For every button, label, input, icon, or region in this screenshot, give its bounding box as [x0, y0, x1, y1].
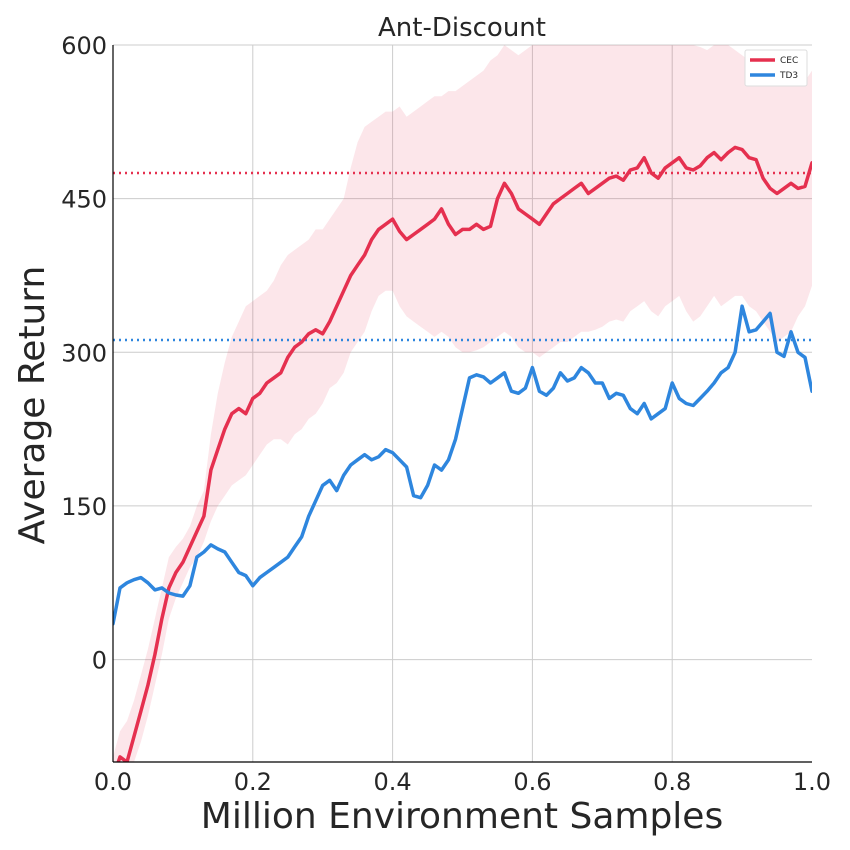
series-line-cec	[116, 145, 812, 762]
x-tick-label: 1.0	[793, 768, 831, 796]
chart-title: Ant-Discount	[378, 13, 546, 43]
legend-label-cec: CEC	[780, 56, 798, 66]
y-axis-title: Average Return	[12, 266, 53, 545]
x-tick-label: 0.6	[513, 768, 551, 796]
confidence-bands	[113, 45, 812, 762]
y-tick-label: 600	[61, 32, 107, 60]
x-tick-label: 0.4	[374, 768, 412, 796]
x-axis-title: Million Environment Samples	[201, 796, 723, 837]
x-tick-label: 0.0	[94, 768, 132, 796]
legend: CEC TD3	[744, 49, 808, 87]
legend-label-td3: TD3	[779, 71, 798, 81]
axes	[112, 45, 812, 763]
confidence-band-cec	[113, 45, 812, 762]
y-tick-label: 300	[61, 339, 107, 367]
series-line-td3	[113, 304, 812, 626]
reference-lines	[113, 171, 812, 342]
y-tick-label: 450	[61, 186, 107, 214]
x-tick-label: 0.8	[653, 768, 691, 796]
tick-labels: 0.0 0.2 0.4 0.6 0.8 1.0 0 150 300 450 600	[61, 32, 831, 796]
x-tick-label: 0.2	[234, 768, 272, 796]
y-tick-label: 150	[61, 493, 107, 521]
y-tick-label: 0	[92, 647, 107, 675]
series-lines	[113, 145, 812, 762]
